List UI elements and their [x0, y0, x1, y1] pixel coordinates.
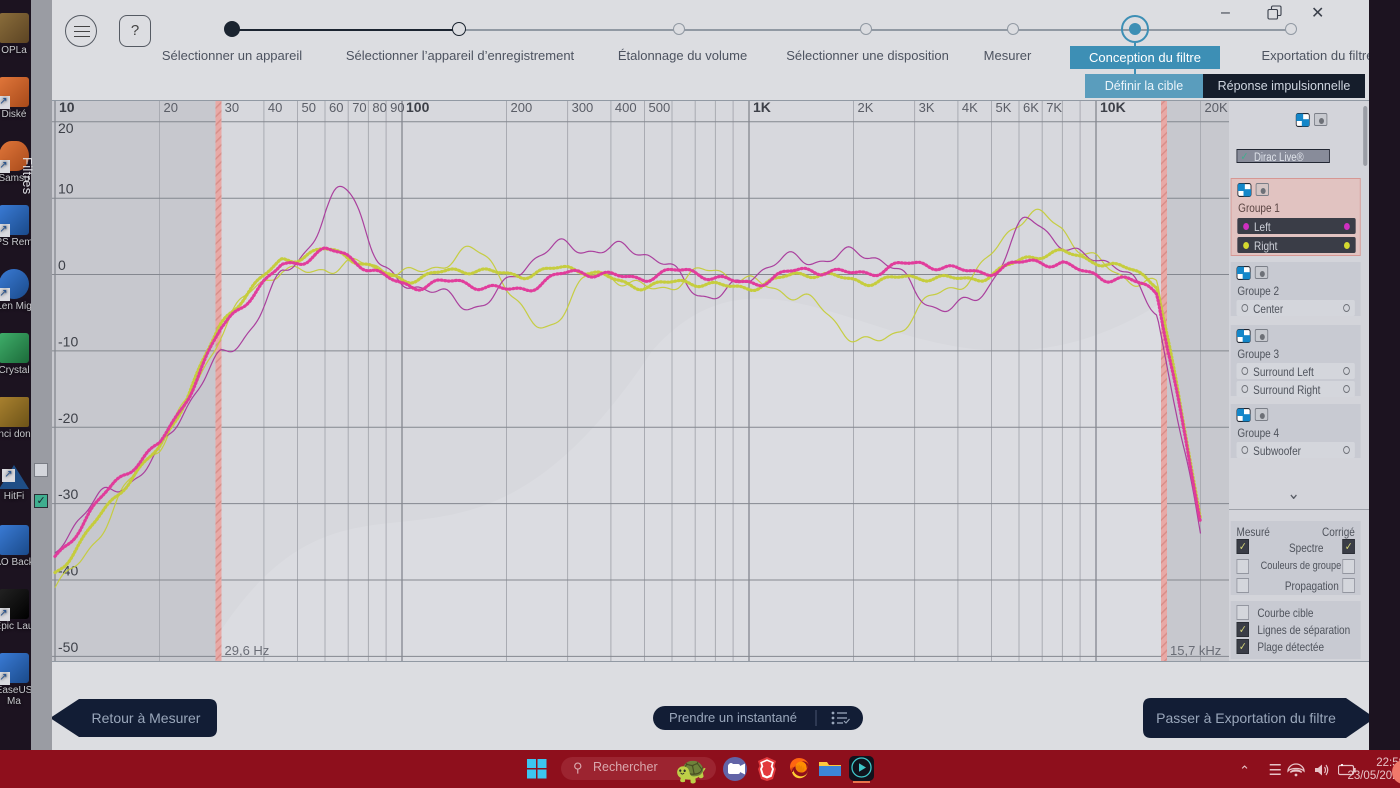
svg-text:20: 20 — [58, 120, 74, 136]
svg-text:Retour à Mesurer: Retour à Mesurer — [92, 710, 201, 726]
svg-text:30: 30 — [225, 101, 239, 115]
svg-text:50: 50 — [302, 101, 316, 115]
svg-text:70: 70 — [352, 101, 366, 115]
svg-text:15,7 kHz: 15,7 kHz — [1170, 643, 1221, 658]
svg-text:-10: -10 — [58, 333, 78, 349]
svg-text:80: 80 — [372, 101, 386, 115]
svg-text:6K: 6K — [1023, 101, 1039, 115]
svg-text:2K: 2K — [858, 101, 874, 115]
svg-text:40: 40 — [268, 101, 282, 115]
svg-text:10: 10 — [59, 101, 75, 115]
svg-text:Passer à Exportation du filtre: Passer à Exportation du filtre — [1156, 710, 1336, 726]
svg-text:400: 400 — [615, 101, 637, 115]
svg-text:10K: 10K — [1100, 101, 1126, 115]
svg-text:-20: -20 — [58, 410, 78, 426]
svg-text:20: 20 — [164, 101, 178, 115]
svg-text:0: 0 — [58, 257, 66, 273]
svg-text:-30: -30 — [58, 486, 78, 502]
svg-text:29,6 Hz: 29,6 Hz — [225, 643, 270, 658]
svg-text:90: 90 — [390, 101, 404, 115]
svg-text:10: 10 — [58, 181, 74, 197]
svg-text:20K: 20K — [1205, 101, 1228, 115]
svg-text:Prendre un instantané: Prendre un instantané — [669, 710, 797, 725]
svg-text:3K: 3K — [919, 101, 935, 115]
svg-text:-50: -50 — [58, 639, 78, 655]
svg-text:5K: 5K — [996, 101, 1012, 115]
svg-text:300: 300 — [572, 101, 594, 115]
svg-text:4K: 4K — [962, 101, 978, 115]
svg-text:200: 200 — [511, 101, 533, 115]
svg-text:7K: 7K — [1046, 101, 1062, 115]
svg-text:60: 60 — [329, 101, 343, 115]
svg-text:500: 500 — [649, 101, 671, 115]
svg-text:100: 100 — [406, 101, 430, 115]
svg-text:1K: 1K — [753, 101, 771, 115]
